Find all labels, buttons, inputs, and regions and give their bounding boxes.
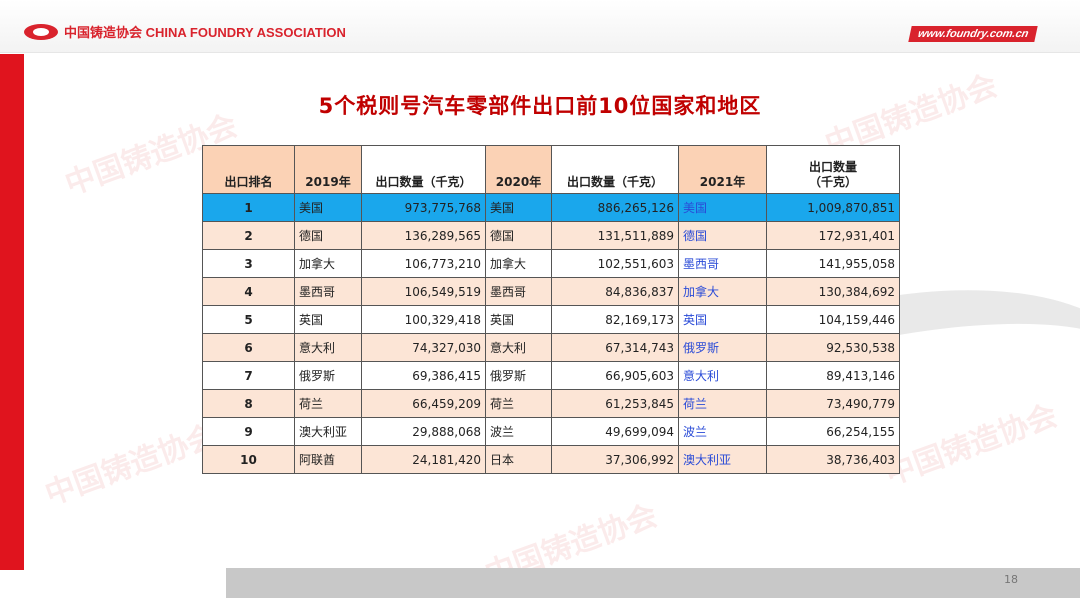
qty-2020-cell: 37,306,992 [551, 445, 679, 474]
header-qty-2021: 出口数量 （千克） [766, 145, 900, 194]
country-2021-cell: 荷兰 [678, 389, 767, 418]
country-2020-cell: 墨西哥 [485, 277, 552, 306]
table-row: 1 美国 973,775,768 美国 886,265,126 美国 1,009,870,8… [202, 193, 900, 222]
country-2020-cell: 俄罗斯 [485, 361, 552, 390]
country-2021-cell: 加拿大 [678, 277, 767, 306]
qty-2021-cell: 130,384,692 [766, 277, 900, 306]
rank-cell: 10 [202, 445, 295, 474]
country-2019-cell: 墨西哥 [294, 277, 362, 306]
rank-cell: 7 [202, 361, 295, 390]
country-2020-cell: 荷兰 [485, 389, 552, 418]
header-year-2020: 2020年 [485, 145, 552, 194]
qty-2020-cell: 102,551,603 [551, 249, 679, 278]
country-2019-cell: 德国 [294, 221, 362, 250]
country-2019-cell: 英国 [294, 305, 362, 334]
qty-2019-cell: 69,386,415 [361, 361, 486, 390]
qty-2020-cell: 886,265,126 [551, 193, 679, 222]
qty-2020-cell: 49,699,094 [551, 417, 679, 446]
qty-2020-cell: 131,511,889 [551, 221, 679, 250]
rank-cell: 1 [202, 193, 295, 222]
cfa-logo-icon [24, 23, 58, 40]
qty-2020-cell: 67,314,743 [551, 333, 679, 362]
rank-cell: 2 [202, 221, 295, 250]
table-row: 4 墨西哥 106,549,519 墨西哥 84,836,837 加拿大 130,384,6… [202, 277, 900, 306]
qty-2021-cell: 89,413,146 [766, 361, 900, 390]
qty-2020-cell: 84,836,837 [551, 277, 679, 306]
header-qty-2019: 出口数量（千克） [361, 145, 486, 194]
table-row: 2 德国 136,289,565 德国 131,511,889 德国 172,931,401 [202, 221, 900, 250]
rank-cell: 9 [202, 417, 295, 446]
country-2019-cell: 俄罗斯 [294, 361, 362, 390]
qty-2021-cell: 172,931,401 [766, 221, 900, 250]
qty-2020-cell: 82,169,173 [551, 305, 679, 334]
qty-2019-cell: 106,773,210 [361, 249, 486, 278]
country-2020-cell: 日本 [485, 445, 552, 474]
footer-bar [226, 568, 1080, 598]
table-row: 10 阿联酋 24,181,420 日本 37,306,992 澳大利亚 38,736,40… [202, 445, 900, 474]
country-2020-cell: 加拿大 [485, 249, 552, 278]
table-row: 9 澳大利亚 29,888,068 波兰 49,699,094 波兰 66,254,155 [202, 417, 900, 446]
qty-2021-cell: 73,490,779 [766, 389, 900, 418]
qty-2021-cell: 66,254,155 [766, 417, 900, 446]
left-red-bar [0, 54, 24, 570]
country-2021-cell: 英国 [678, 305, 767, 334]
rank-cell: 6 [202, 333, 295, 362]
qty-2021-cell: 104,159,446 [766, 305, 900, 334]
country-2021-cell: 意大利 [678, 361, 767, 390]
table-row: 8 荷兰 66,459,209 荷兰 61,253,845 荷兰 73,490,779 [202, 389, 900, 418]
country-2019-cell: 荷兰 [294, 389, 362, 418]
table-row: 5 英国 100,329,418 英国 82,169,173 英国 104,159,446 [202, 305, 900, 334]
country-2020-cell: 美国 [485, 193, 552, 222]
header-year-2021: 2021年 [678, 145, 767, 194]
table-row: 7 俄罗斯 69,386,415 俄罗斯 66,905,603 意大利 89,413,146 [202, 361, 900, 390]
website-badge: www.foundry.com.cn [907, 26, 1038, 42]
country-2021-cell: 澳大利亚 [678, 445, 767, 474]
country-2019-cell: 加拿大 [294, 249, 362, 278]
country-2021-cell: 墨西哥 [678, 249, 767, 278]
qty-2021-cell: 92,530,538 [766, 333, 900, 362]
qty-2019-cell: 100,329,418 [361, 305, 486, 334]
qty-2019-cell: 74,327,030 [361, 333, 486, 362]
org-name: 中国铸造协会 CHINA FOUNDRY ASSOCIATION [64, 25, 346, 40]
export-ranking-table: 出口排名 2019年 出口数量（千克） 2020年 出口数量（千克） 2021年… [202, 145, 900, 474]
table-row: 3 加拿大 106,773,210 加拿大 102,551,603 墨西哥 141,955,… [202, 249, 900, 278]
slide-title: 5个税则号汽车零部件出口前10位国家和地区 [318, 94, 762, 118]
qty-2021-cell: 141,955,058 [766, 249, 900, 278]
rank-cell: 3 [202, 249, 295, 278]
country-2021-cell: 俄罗斯 [678, 333, 767, 362]
country-2019-cell: 美国 [294, 193, 362, 222]
qty-2020-cell: 66,905,603 [551, 361, 679, 390]
qty-2019-cell: 136,289,565 [361, 221, 486, 250]
qty-2021-cell: 38,736,403 [766, 445, 900, 474]
qty-2019-cell: 24,181,420 [361, 445, 486, 474]
country-2021-cell: 美国 [678, 193, 767, 222]
qty-2019-cell: 29,888,068 [361, 417, 486, 446]
qty-2019-cell: 973,775,768 [361, 193, 486, 222]
table-header-row: 出口排名 2019年 出口数量（千克） 2020年 出口数量（千克） 2021年… [202, 145, 900, 194]
country-2019-cell: 阿联酋 [294, 445, 362, 474]
country-2019-cell: 澳大利亚 [294, 417, 362, 446]
country-2021-cell: 德国 [678, 221, 767, 250]
country-2020-cell: 德国 [485, 221, 552, 250]
qty-2021-cell: 1,009,870,851 [766, 193, 900, 222]
association-logo: 中国铸造协会 CHINA FOUNDRY ASSOCIATION [24, 22, 346, 41]
watermark: 中国铸造协会 [40, 418, 222, 513]
table-row: 6 意大利 74,327,030 意大利 67,314,743 俄罗斯 92,530,538 [202, 333, 900, 362]
rank-cell: 8 [202, 389, 295, 418]
country-2020-cell: 波兰 [485, 417, 552, 446]
country-2020-cell: 意大利 [485, 333, 552, 362]
country-2021-cell: 波兰 [678, 417, 767, 446]
qty-2019-cell: 106,549,519 [361, 277, 486, 306]
country-2020-cell: 英国 [485, 305, 552, 334]
rank-cell: 4 [202, 277, 295, 306]
country-2019-cell: 意大利 [294, 333, 362, 362]
rank-cell: 5 [202, 305, 295, 334]
page-number: 18 [1004, 573, 1018, 586]
header-qty-2020: 出口数量（千克） [551, 145, 679, 194]
slide-header: 中国铸造协会 CHINA FOUNDRY ASSOCIATION www.fou… [0, 0, 1080, 53]
header-year-2019: 2019年 [294, 145, 362, 194]
qty-2020-cell: 61,253,845 [551, 389, 679, 418]
qty-2019-cell: 66,459,209 [361, 389, 486, 418]
header-rank: 出口排名 [202, 145, 295, 194]
